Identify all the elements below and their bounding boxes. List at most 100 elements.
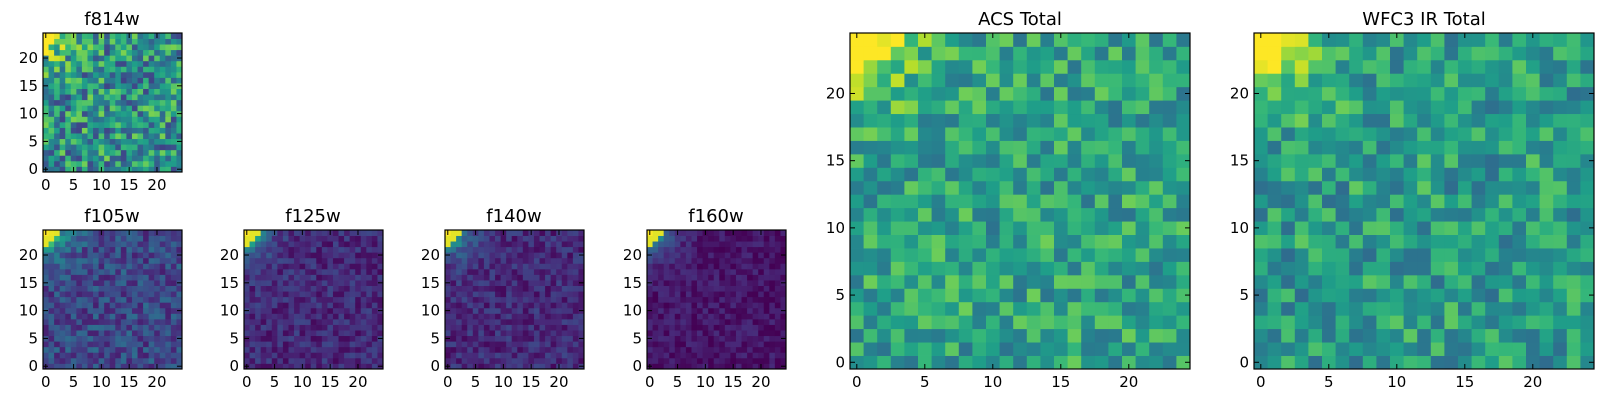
heatmap-cell [126, 257, 133, 264]
heatmap-cell [561, 341, 568, 348]
heatmap-cell [371, 307, 378, 314]
heatmap-cell [366, 257, 373, 264]
heatmap-cell [461, 268, 468, 275]
heatmap-cell [918, 355, 932, 370]
heatmap-cell [1176, 342, 1191, 356]
heatmap-cell [170, 110, 177, 117]
heatmap-cell [260, 252, 267, 259]
heatmap-cell [148, 313, 155, 320]
heatmap-cell [495, 285, 501, 292]
heatmap-cell [1162, 315, 1177, 330]
heatmap-cell [769, 346, 776, 353]
heatmap-cell [1362, 46, 1377, 61]
heatmap-cell [1267, 59, 1282, 74]
heatmap-cell [54, 94, 61, 101]
heatmap-cell [708, 285, 715, 292]
heatmap-cell [890, 248, 905, 262]
heatmap-cell [321, 318, 328, 325]
heatmap-cell [763, 285, 770, 292]
heatmap-cell [724, 241, 731, 248]
heatmap-cell [143, 263, 150, 270]
heatmap-cell [148, 268, 155, 275]
heatmap-cell [1094, 127, 1109, 141]
heatmap-cell [70, 138, 77, 145]
heatmap-cell [511, 280, 518, 286]
heatmap-cell [1444, 315, 1459, 330]
heatmap-cell [1054, 261, 1068, 276]
heatmap-cell [1094, 234, 1109, 249]
heatmap-cell [769, 341, 776, 348]
heatmap-cell [154, 94, 161, 101]
heatmap-cell [769, 335, 776, 342]
heatmap-cell [154, 83, 161, 89]
heatmap-cell [165, 127, 172, 134]
heatmap-cell [1349, 113, 1364, 128]
x-tick-label-f160w: 10 [696, 373, 715, 391]
heatmap-cell [1108, 234, 1123, 249]
heatmap-cell [724, 363, 731, 370]
heatmap-cell [316, 241, 323, 248]
heatmap-cell [850, 274, 864, 289]
heatmap-cell [1013, 261, 1028, 276]
heatmap-cell [109, 160, 116, 167]
heatmap-cell [1254, 73, 1268, 88]
heatmap-cell [719, 241, 726, 248]
heatmap-cell [170, 241, 177, 248]
heatmap-cell [137, 60, 144, 67]
heatmap-cell [456, 230, 463, 236]
heatmap-cell [863, 342, 878, 356]
heatmap-cell [747, 341, 754, 348]
heatmap-cell [958, 33, 973, 47]
heatmap-cell [945, 288, 960, 303]
heatmap-cell [76, 133, 83, 140]
heatmap-cell [663, 280, 670, 286]
heatmap-cell [59, 302, 66, 309]
heatmap-cell [1417, 315, 1432, 330]
heatmap-cell [277, 324, 284, 331]
heatmap-cell [747, 246, 754, 253]
heatmap-cell [1026, 46, 1041, 61]
heatmap-cell [70, 257, 77, 264]
heatmap-cell [918, 113, 932, 128]
heatmap-cell [43, 49, 49, 56]
heatmap-cell [652, 285, 659, 292]
heatmap-cell [360, 324, 367, 331]
heatmap-cell [556, 257, 563, 264]
heatmap-cell [249, 341, 256, 348]
heatmap-cell [472, 285, 479, 292]
heatmap-cell [1267, 248, 1282, 262]
heatmap-cell [1444, 301, 1459, 316]
heatmap-cell [98, 105, 105, 112]
heatmap-cell [780, 346, 787, 353]
heatmap-cell [1471, 59, 1486, 74]
heatmap-cell [1176, 46, 1191, 61]
heatmap-cell [1553, 207, 1568, 222]
heatmap-cell [1390, 342, 1404, 356]
heatmap-cell [1335, 127, 1350, 141]
heatmap-cell [904, 301, 919, 316]
heatmap-cell [81, 49, 88, 56]
heatmap-cell [93, 241, 99, 248]
heatmap-cell [327, 318, 334, 325]
heatmap-cell [890, 100, 905, 115]
heatmap-cell [244, 346, 250, 353]
heatmap-cell [170, 307, 177, 314]
heatmap-cell [863, 261, 878, 276]
heatmap-cell [126, 330, 133, 337]
heatmap-cell [360, 280, 367, 286]
heatmap-cell [708, 274, 715, 281]
heatmap-cell [1026, 140, 1041, 155]
heatmap-cell [758, 252, 765, 259]
heatmap-cell [931, 221, 946, 235]
heatmap-cell [1081, 221, 1096, 235]
heatmap-cell [266, 363, 273, 370]
heatmap-cell [472, 357, 479, 364]
heatmap-cell [511, 302, 518, 309]
heatmap-cell [1498, 261, 1513, 276]
heatmap-cell [735, 313, 742, 320]
heatmap-cell [288, 324, 295, 331]
heatmap-cell [148, 257, 155, 264]
heatmap-cell [54, 166, 61, 173]
heatmap-cell [1108, 180, 1123, 195]
heatmap-cell [1081, 86, 1096, 101]
